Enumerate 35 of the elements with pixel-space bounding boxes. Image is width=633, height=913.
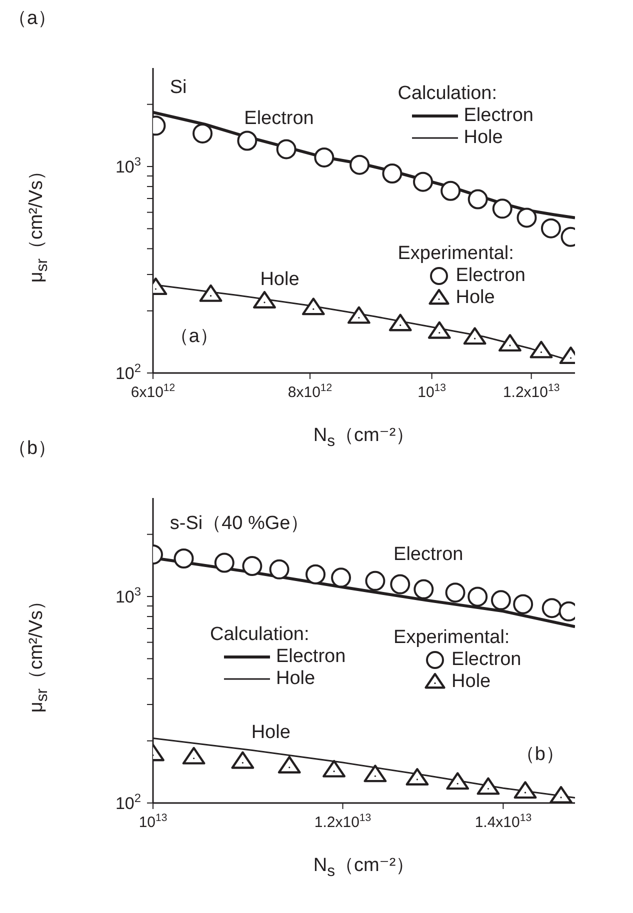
legend-label: Electron xyxy=(276,646,346,668)
legend-label: Electron xyxy=(452,648,522,671)
annotation: Hole xyxy=(251,722,290,744)
annotation: Experimental: xyxy=(398,242,515,265)
x-tick-label: 10$^{13}$ xyxy=(418,382,446,401)
y-tick-label: 10$^{3}$ xyxy=(115,154,142,177)
annotation: Hole xyxy=(260,269,300,292)
legend-label: Hole xyxy=(464,127,503,150)
annotation: Electron xyxy=(394,544,464,566)
annotation: Calculation: xyxy=(210,624,310,646)
chart-title: （a） xyxy=(8,8,57,30)
annotation: （b） xyxy=(516,744,564,766)
legend-label: Hole xyxy=(276,668,316,690)
legend-label: Hole xyxy=(456,286,495,309)
annotation: Calculation: xyxy=(398,83,498,106)
y-tick-label: 10$^{2}$ xyxy=(115,791,142,813)
x-axis-title: N$_{s}$（cm⁻²） xyxy=(313,855,415,882)
legend-label: Electron xyxy=(456,264,526,287)
annotation: Si xyxy=(170,77,187,100)
x-tick-label: 1.2x10$^{13}$ xyxy=(314,812,372,831)
legend-label: Electron xyxy=(464,105,534,128)
x-tick-label: 6x10$^{12}$ xyxy=(130,382,176,401)
x-tick-label: 10$^{13}$ xyxy=(138,812,168,831)
chart-title: （b） xyxy=(8,438,57,460)
x-tick-label: 1.2x10$^{13}$ xyxy=(502,382,560,401)
legend-label: Hole xyxy=(452,670,491,693)
x-tick-label: 1.4x10$^{13}$ xyxy=(474,812,532,831)
annotation: Electron xyxy=(244,108,314,130)
x-tick-label: 8x10$^{12}$ xyxy=(288,382,332,401)
annotation: Experimental: xyxy=(394,626,511,649)
y-tick-label: 10$^{3}$ xyxy=(115,584,142,607)
x-axis-title: N$_{s}$（cm⁻²） xyxy=(313,425,415,452)
annotation: （a） xyxy=(170,326,218,348)
y-tick-label: 10$^{2}$ xyxy=(115,361,142,383)
annotation: s-Si（40 %Ge） xyxy=(170,513,310,536)
